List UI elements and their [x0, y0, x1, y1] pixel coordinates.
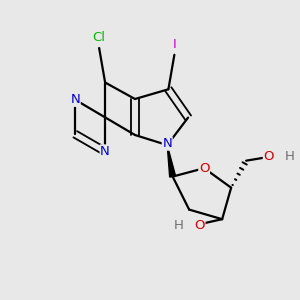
Text: O: O [263, 150, 274, 163]
Text: O: O [194, 219, 205, 232]
Text: O: O [199, 162, 209, 175]
Text: I: I [172, 38, 176, 51]
Text: N: N [100, 145, 110, 158]
Polygon shape [167, 145, 176, 177]
Text: H: H [174, 219, 184, 232]
Text: N: N [70, 93, 80, 106]
Text: Cl: Cl [93, 31, 106, 44]
Text: N: N [162, 137, 172, 150]
Text: H: H [285, 150, 295, 163]
